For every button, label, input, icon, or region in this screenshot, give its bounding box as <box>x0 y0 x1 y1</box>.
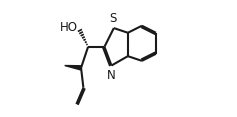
Text: N: N <box>106 69 115 82</box>
Text: S: S <box>109 12 117 25</box>
Text: HO: HO <box>59 21 77 34</box>
Polygon shape <box>65 66 81 70</box>
